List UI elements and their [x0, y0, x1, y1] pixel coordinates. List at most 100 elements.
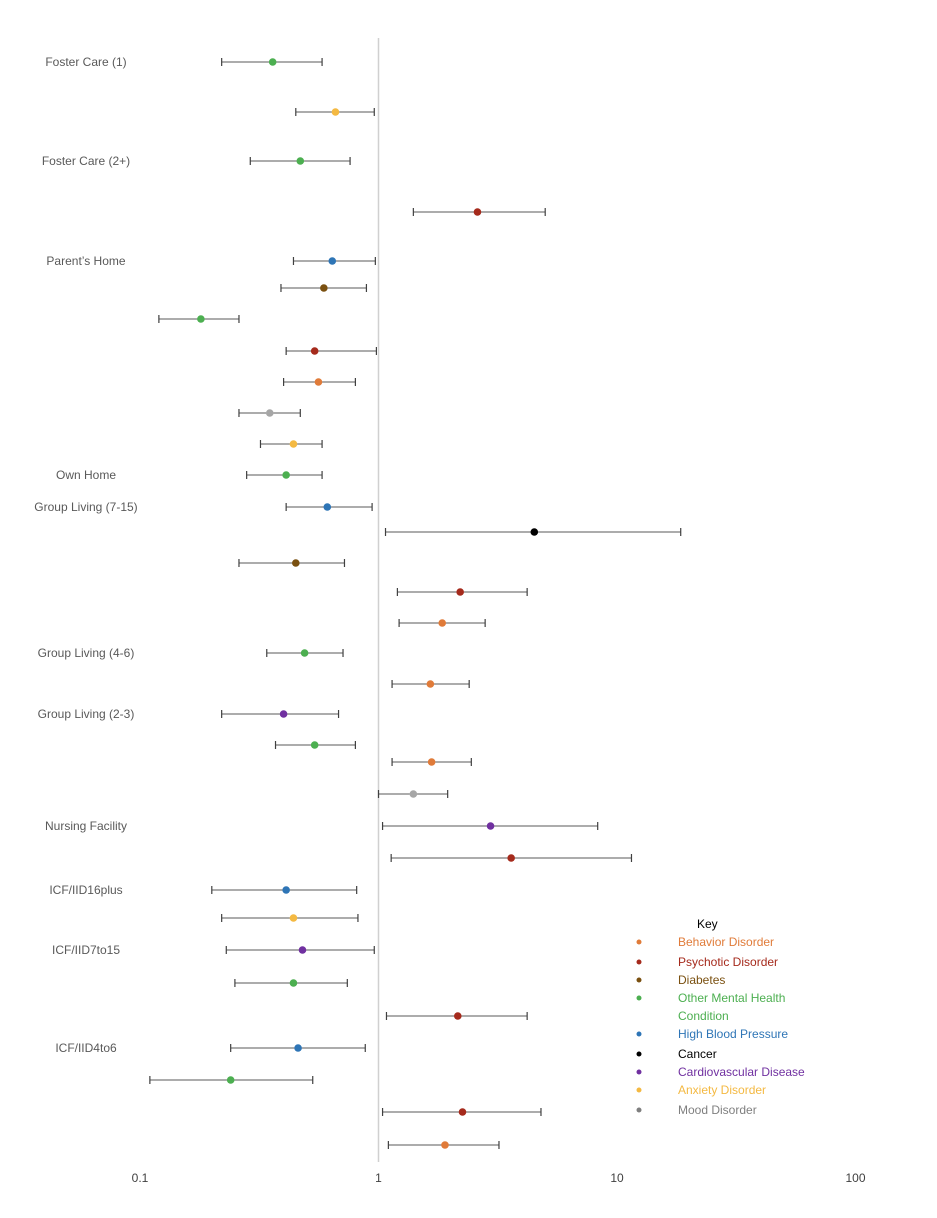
legend-label: High Blood Pressure	[678, 1027, 788, 1041]
estimate-row	[221, 914, 359, 922]
estimate-row	[391, 680, 470, 688]
estimate-row	[381, 822, 599, 830]
legend-marker	[636, 977, 642, 983]
legend-label: Anxiety Disorder	[678, 1083, 766, 1097]
point-estimate	[294, 1044, 302, 1052]
row-label: Group Living (7-15)	[34, 500, 137, 514]
estimate-row	[385, 1012, 528, 1020]
x-tick-label: 1	[375, 1171, 382, 1185]
estimate-row	[387, 1141, 500, 1149]
estimate-row	[282, 378, 356, 386]
estimate-row	[295, 108, 375, 116]
legend-title: Key	[697, 917, 718, 931]
point-estimate	[289, 914, 298, 922]
point-estimate	[298, 946, 307, 954]
estimate-row	[211, 886, 358, 894]
estimate-row	[230, 1044, 366, 1052]
estimate-row	[149, 1076, 314, 1084]
legend-marker	[636, 939, 642, 945]
row-label: Parent’s Home	[46, 254, 125, 268]
estimate-row	[377, 790, 449, 798]
row-label: Foster Care (2+)	[42, 154, 130, 168]
legend-label: Cardiovascular Disease	[678, 1065, 805, 1079]
legend-label: Other Mental Health Condition	[678, 991, 785, 1023]
point-estimate	[296, 157, 305, 165]
x-tick-label: 0.1	[132, 1171, 149, 1185]
x-tick-label: 100	[845, 1171, 865, 1185]
row-label: ICF/IID4to6	[55, 1041, 117, 1055]
point-estimate	[427, 758, 436, 766]
estimate-row	[259, 440, 323, 448]
point-estimate	[507, 854, 515, 862]
estimate-row	[238, 409, 301, 417]
legend-marker	[636, 1087, 642, 1093]
estimate-row	[280, 284, 368, 292]
point-estimate	[300, 649, 309, 657]
estimate-row	[384, 528, 682, 536]
point-estimate	[409, 790, 418, 798]
point-estimate	[320, 284, 328, 292]
point-estimate	[453, 1012, 462, 1020]
estimate-row	[390, 854, 633, 862]
estimate-row	[381, 1108, 542, 1116]
point-estimate	[265, 409, 274, 417]
estimate-row	[292, 257, 376, 265]
point-estimate	[323, 503, 332, 511]
legend: Key Behavior Disorder Psychotic Disorder D…	[636, 917, 805, 1117]
point-estimate	[473, 208, 482, 216]
estimate-row	[221, 58, 323, 66]
legend-label: Cancer	[678, 1047, 717, 1061]
legend-marker	[636, 959, 642, 965]
x-tick-label: 10	[610, 1171, 624, 1185]
estimate-row	[249, 157, 351, 165]
legend-marker	[636, 1069, 642, 1075]
row-label: Foster Care (1)	[45, 55, 126, 69]
row-label: Nursing Facility	[45, 819, 127, 833]
point-estimate	[282, 886, 290, 894]
point-estimate	[226, 1076, 235, 1084]
row-label: Own Home	[56, 468, 116, 482]
row-label: Group Living (2-3)	[38, 707, 135, 721]
estimate-row	[396, 588, 528, 596]
estimate-row	[238, 559, 346, 567]
point-estimate	[310, 347, 319, 355]
point-estimate	[282, 471, 290, 479]
estimate-row	[266, 649, 344, 657]
estimate-row	[246, 471, 323, 479]
point-estimate	[530, 528, 539, 536]
legend-marker	[636, 1051, 642, 1057]
legend-label: Diabetes	[678, 973, 725, 987]
point-estimate	[310, 741, 319, 749]
x-axis-ticks: 0.1 1 10 100	[132, 1171, 866, 1185]
row-label: Group Living (4-6)	[38, 646, 135, 660]
row-labels: Foster Care (1) Foster Care (2+) Parent’s …	[34, 55, 137, 1055]
legend-marker	[636, 1031, 642, 1037]
estimate-row	[225, 946, 375, 954]
point-estimate	[328, 257, 337, 265]
estimate-row	[234, 979, 348, 987]
point-estimate	[291, 559, 300, 567]
point-estimate	[197, 315, 205, 323]
point-estimate	[279, 710, 288, 718]
point-estimate	[438, 619, 447, 627]
point-estimate	[456, 588, 464, 596]
point-estimate	[314, 378, 323, 386]
estimate-row	[398, 619, 486, 627]
legend-marker	[636, 1107, 642, 1113]
point-estimate	[426, 680, 435, 688]
point-estimate	[289, 979, 298, 987]
estimate-row	[285, 503, 373, 511]
estimate-row	[221, 710, 340, 718]
point-estimate	[486, 822, 495, 830]
estimate-row	[158, 315, 240, 323]
estimate-row	[274, 741, 356, 749]
estimates	[149, 58, 682, 1149]
point-estimate	[268, 58, 277, 66]
estimate-row	[412, 208, 546, 216]
point-estimate	[441, 1141, 449, 1149]
legend-label: Mood Disorder	[678, 1103, 757, 1117]
estimate-row	[391, 758, 472, 766]
legend-marker	[636, 995, 642, 1001]
row-label: ICF/IID16plus	[49, 883, 122, 897]
